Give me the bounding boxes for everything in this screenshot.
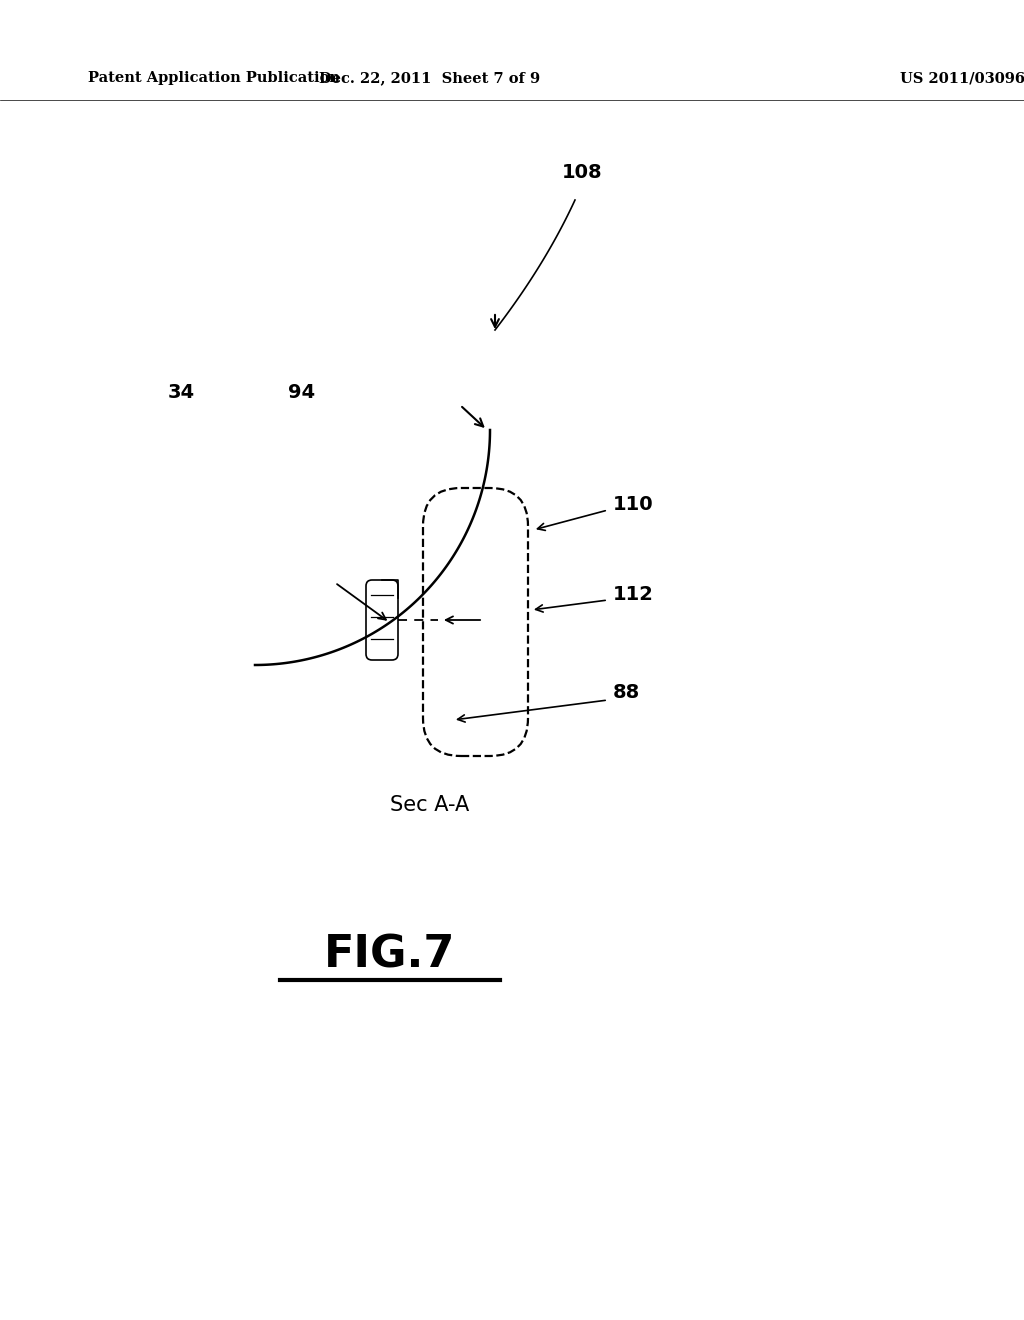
FancyBboxPatch shape	[366, 579, 398, 660]
Text: 94: 94	[288, 384, 315, 403]
Text: Sec A-A: Sec A-A	[390, 795, 470, 814]
Text: US 2011/0309604 A1: US 2011/0309604 A1	[900, 71, 1024, 84]
Text: 34: 34	[168, 384, 196, 403]
Text: 108: 108	[562, 162, 603, 181]
Text: Patent Application Publication: Patent Application Publication	[88, 71, 340, 84]
Text: 110: 110	[613, 495, 653, 515]
Text: 88: 88	[613, 684, 640, 702]
Text: 112: 112	[613, 586, 654, 605]
Text: Dec. 22, 2011  Sheet 7 of 9: Dec. 22, 2011 Sheet 7 of 9	[319, 71, 541, 84]
Text: FIG.7: FIG.7	[325, 933, 456, 977]
